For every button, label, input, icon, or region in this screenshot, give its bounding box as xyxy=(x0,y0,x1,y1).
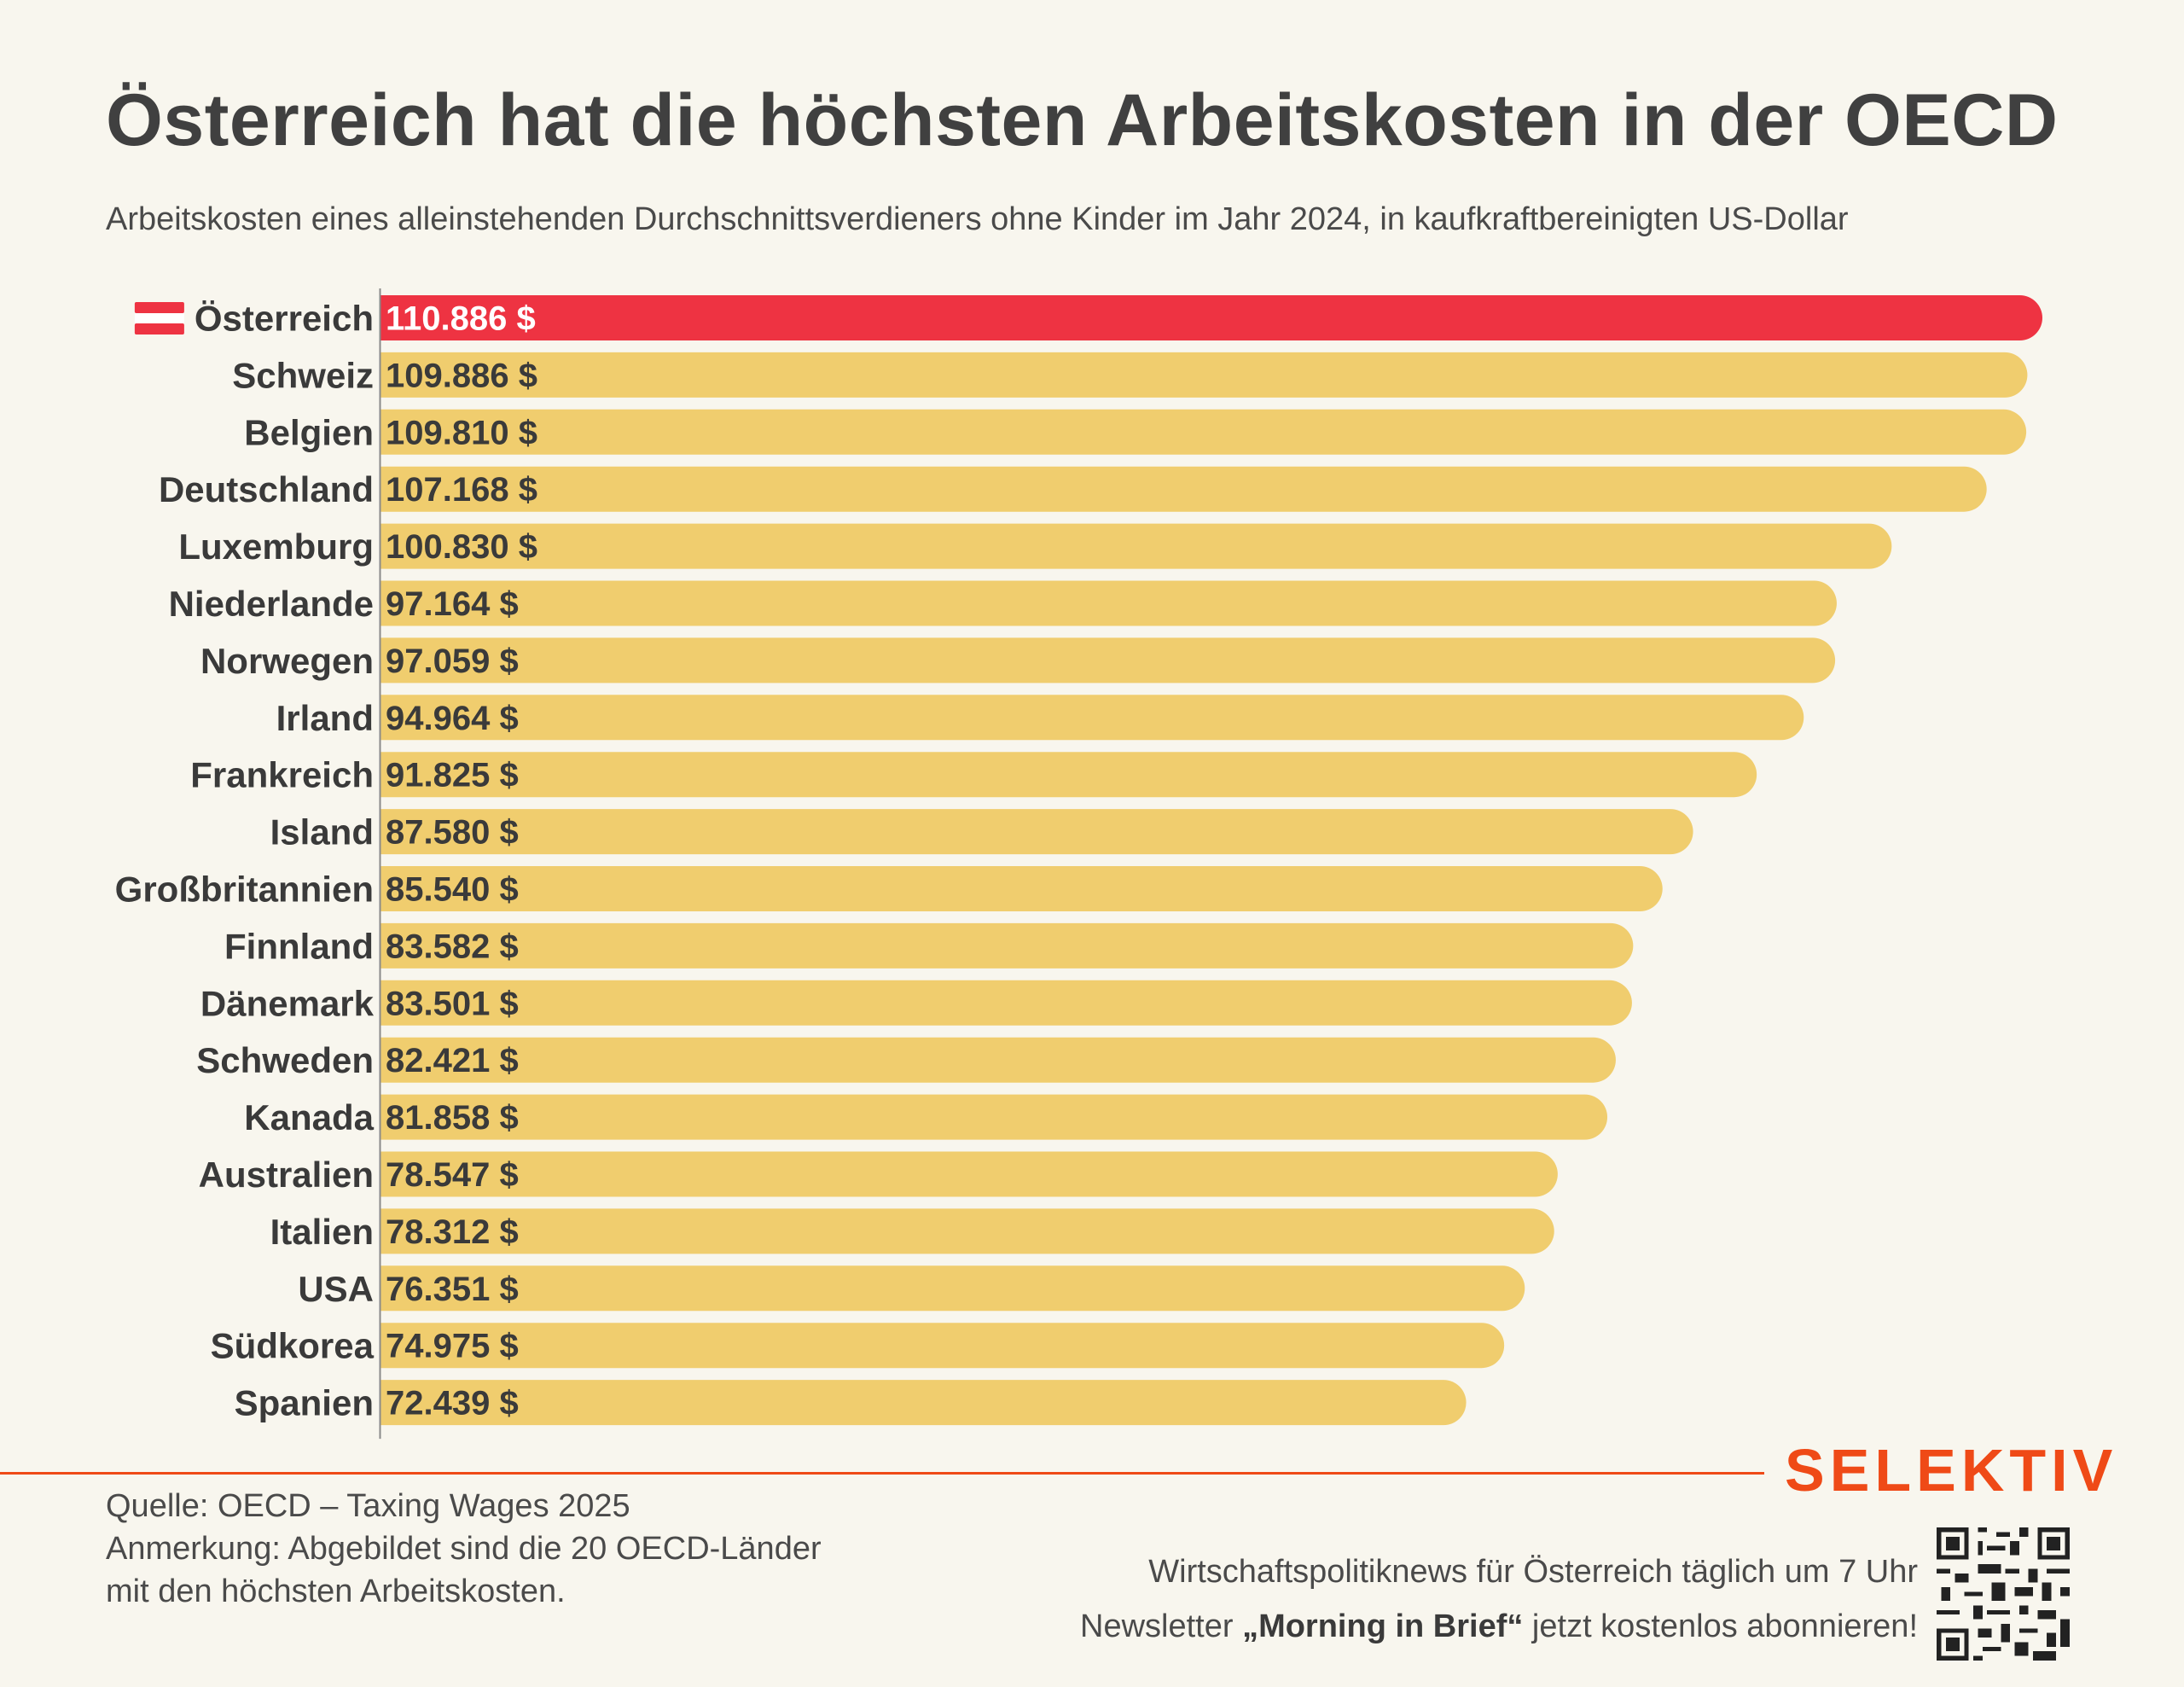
value-label-14: 82.421 $ xyxy=(386,1042,519,1079)
bar-2 xyxy=(380,352,2028,398)
bar-13 xyxy=(380,980,1632,1026)
value-label-1: 110.886 $ xyxy=(386,300,536,338)
category-label-20: Spanien xyxy=(235,1383,374,1423)
bar-9 xyxy=(380,752,1757,798)
value-label-18: 76.351 $ xyxy=(386,1271,519,1308)
category-label-10: Island xyxy=(270,812,374,852)
category-label-18: USA xyxy=(298,1269,374,1309)
note-line-2: mit den höchsten Arbeitskosten. xyxy=(106,1574,566,1609)
value-label-7: 97.059 $ xyxy=(386,643,519,680)
value-label-11: 85.540 $ xyxy=(386,871,519,909)
category-label-16: Australien xyxy=(199,1155,374,1195)
bar-16 xyxy=(380,1151,1558,1197)
bar-10 xyxy=(380,809,1693,855)
category-label-2: Schweiz xyxy=(232,355,374,395)
category-label-14: Schweden xyxy=(196,1040,374,1080)
category-label-8: Irland xyxy=(276,698,374,738)
category-label-4: Deutschland xyxy=(159,469,374,509)
value-label-19: 74.975 $ xyxy=(386,1328,519,1365)
brand-logo: SELEKTIV xyxy=(1785,1437,2118,1504)
qr-code-icon[interactable] xyxy=(1937,1527,2070,1661)
bar-7 xyxy=(380,637,1836,684)
promo-line-2[interactable]: Newsletter „Morning in Brief“ jetzt kost… xyxy=(1080,1599,1918,1654)
value-label-4: 107.168 $ xyxy=(386,471,537,509)
bar-4 xyxy=(380,466,1987,512)
bar-17 xyxy=(380,1208,1554,1254)
value-label-2: 109.886 $ xyxy=(386,357,537,394)
value-label-20: 72.439 $ xyxy=(386,1385,519,1422)
chart-title: Österreich hat die höchsten Arbeitskoste… xyxy=(106,79,2059,161)
flag-stripe-bottom xyxy=(134,323,184,334)
austria-flag-icon xyxy=(134,302,184,334)
value-label-16: 78.547 $ xyxy=(386,1156,519,1194)
bar-19 xyxy=(380,1323,1505,1369)
value-label-13: 83.501 $ xyxy=(386,985,519,1022)
value-label-17: 78.312 $ xyxy=(386,1213,519,1251)
category-label-13: Dänemark xyxy=(200,983,375,1023)
category-label-17: Italien xyxy=(270,1212,374,1252)
flag-stripe-middle xyxy=(134,313,184,323)
bar-18 xyxy=(380,1265,1525,1312)
value-label-9: 91.825 $ xyxy=(386,757,519,794)
bar-14 xyxy=(380,1037,1616,1083)
promo-line-1: Wirtschaftspolitiknews für Österreich tä… xyxy=(1148,1554,1918,1590)
category-label-7: Norwegen xyxy=(200,641,374,681)
category-label-6: Niederlande xyxy=(169,584,374,624)
category-label-12: Finnland xyxy=(224,926,374,966)
category-label-11: Großbritannien xyxy=(115,870,374,910)
source-text: Quelle: OECD – Taxing Wages 2025 xyxy=(106,1488,630,1524)
flag-stripe-top xyxy=(134,302,184,313)
value-label-3: 109.810 $ xyxy=(386,414,537,451)
chart-subtitle: Arbeitskosten eines alleinstehenden Durc… xyxy=(106,201,1849,237)
value-label-10: 87.580 $ xyxy=(386,814,519,852)
value-label-6: 97.164 $ xyxy=(386,585,519,623)
newsletter-name[interactable]: „Morning in Brief“ xyxy=(1242,1608,1524,1644)
category-label-3: Belgien xyxy=(244,412,374,452)
category-label-9: Frankreich xyxy=(190,755,374,795)
bar-15 xyxy=(380,1094,1608,1140)
bar-20 xyxy=(380,1380,1467,1426)
bar-chart: 110.886 $ Österreich 109.886 $ Schweiz 109.8… xyxy=(115,288,2042,1440)
newsletter-promo: Wirtschaftspolitiknews für Österreich tä… xyxy=(1080,1544,1918,1654)
bar-3 xyxy=(380,409,2027,455)
bar-12 xyxy=(380,922,1634,969)
promo-text-after: jetzt kostenlos abonnieren! xyxy=(1523,1608,1918,1644)
category-label-15: Kanada xyxy=(244,1097,374,1137)
promo-text-before: Newsletter xyxy=(1080,1608,1243,1644)
footer-divider xyxy=(0,1472,1764,1475)
source-note: Quelle: OECD – Taxing Wages 2025 Anmerku… xyxy=(106,1485,822,1613)
value-label-5: 100.830 $ xyxy=(386,528,537,566)
category-label-1: Österreich xyxy=(195,299,374,339)
note-line-1: Anmerkung: Abgebildet sind die 20 OECD-L… xyxy=(106,1531,822,1567)
value-label-8: 94.964 $ xyxy=(386,700,519,737)
category-label-5: Luxemburg xyxy=(178,526,374,567)
category-label-19: Südkorea xyxy=(211,1326,375,1366)
value-label-12: 83.582 $ xyxy=(386,928,519,965)
bar-8 xyxy=(380,695,1804,741)
bar-6 xyxy=(380,580,1837,626)
bar-5 xyxy=(380,523,1892,569)
value-label-15: 81.858 $ xyxy=(386,1099,519,1137)
bar-1 xyxy=(380,295,2042,340)
bar-11 xyxy=(380,866,1663,911)
